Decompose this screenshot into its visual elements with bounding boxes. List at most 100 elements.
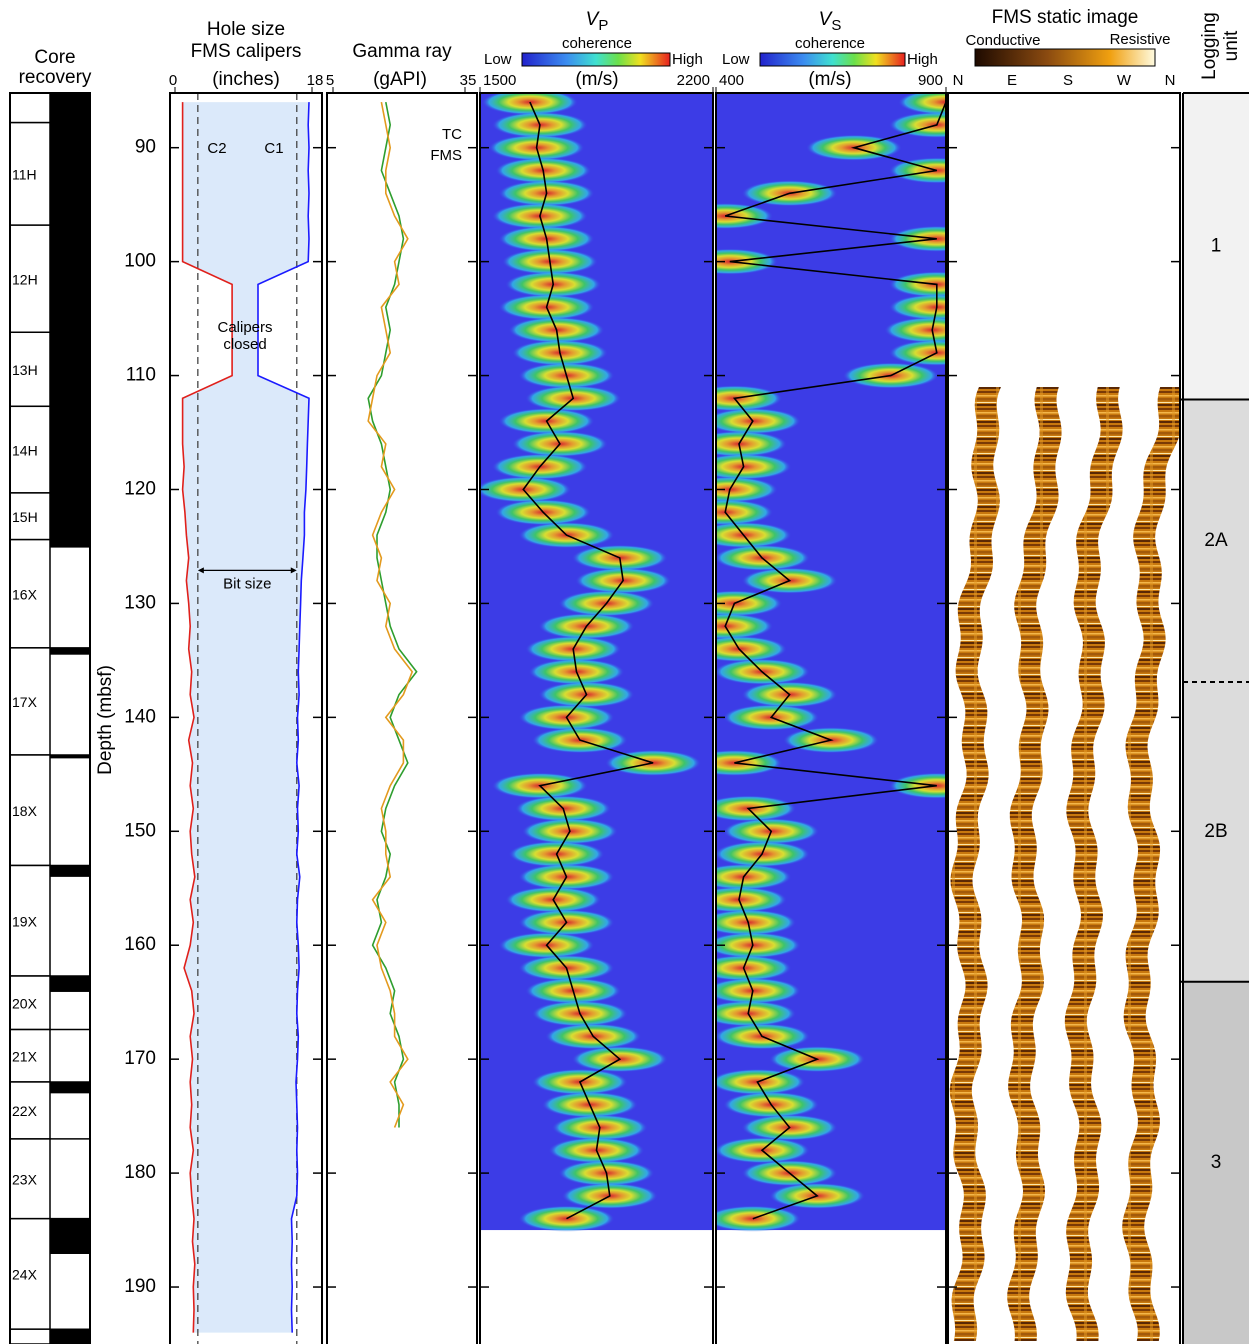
panel-subtitle: unit [1221,30,1242,61]
core-label: 24X [12,1267,38,1283]
x-tick-label: 400 [719,72,744,89]
series-line [368,102,416,1127]
core-label: 19X [12,913,38,929]
y-tick-label: 100 [124,251,156,272]
x-label: (inches) [212,69,280,90]
colorbar [760,53,905,66]
y-tick-label: 110 [126,365,156,386]
recovery [50,225,90,332]
panel-title: Gamma ray [352,41,452,62]
panel-title: recovery [19,67,92,88]
core-box [10,93,50,123]
recovery [50,1082,90,1093]
zone-label: 3 [1211,1152,1222,1173]
series-label: C2 [207,140,226,157]
colorbar-high: High [672,51,703,68]
title-sub: S [831,17,841,34]
x-tick-label: 18 [307,72,324,89]
core-label: 16X [12,586,38,602]
core-label: 23X [12,1171,38,1187]
y-tick-label: 190 [124,1276,156,1297]
recovery [50,93,90,123]
zone-label: 1 [1211,235,1222,256]
core-label: 17X [12,694,38,710]
panel-2 [368,102,416,1127]
image-strip [1122,387,1182,1341]
panel-subtitle: coherence [562,35,632,52]
image-strip [1065,387,1123,1341]
annotation-line: closed [223,336,266,353]
x-label: (gAPI) [373,69,427,90]
colorbar-high: High [907,51,938,68]
panel-frame [327,93,477,1344]
annotation: Calipersclosed [217,319,272,353]
title-sub: P [598,17,608,34]
orientation-label: W [1117,72,1132,89]
colorbar [975,49,1155,66]
figure: Core recovery Hole size FMS calipers (in… [0,0,1249,1344]
core-label: 13H [12,362,38,378]
x-tick-label: 1500 [483,72,516,89]
core-label: 20X [12,995,38,1011]
recovery [50,332,90,406]
core-label: 14H [12,442,38,458]
orientation-label: N [1165,72,1176,89]
y-tick-label: 130 [124,592,156,613]
panel-3 [475,89,713,1232]
colorbar-low: Conductive [965,32,1040,49]
y-tick-label: 180 [124,1162,156,1183]
colorbar-high: Resistive [1110,31,1171,48]
core-label: 15H [12,509,38,525]
y-axis-label: Depth (mbsf) [95,665,116,775]
y-tick-label: 120 [124,479,156,500]
recovery [50,865,90,876]
bit-label: Bit size [223,575,271,592]
recovery [50,540,90,548]
x-label: (m/s) [575,69,618,90]
x-tick-label: 900 [918,72,943,89]
panel-title: Logging [1199,12,1220,80]
panel-title: Core [34,47,75,68]
series-label: C1 [264,140,283,157]
panel-title: VS [819,9,842,34]
image-strip [1007,387,1061,1341]
x-tick-label: 35 [460,72,477,89]
x-tick-label: 5 [326,72,334,89]
panel-subtitle: FMS calipers [191,41,302,62]
image-strip [950,387,1001,1341]
colorbar-low: Low [484,51,512,68]
panel-title: VP [586,9,609,34]
legend-entry: TC [442,126,462,143]
panel-title: FMS static image [992,7,1139,28]
recovery [50,1219,90,1254]
panel-1 [183,93,309,1344]
y-tick-label: 140 [124,706,156,727]
y-tick-label: 150 [124,820,156,841]
y-tick-label: 170 [124,1048,156,1069]
x-label: (m/s) [808,69,851,90]
hole-fill [183,102,309,1332]
core-label: 18X [12,803,38,819]
recovery [50,123,90,226]
orientation-label: S [1063,72,1073,89]
recovery [50,1329,90,1344]
recovery [50,406,90,493]
panel-0: 11H12H13H14H15H16X17X18X19X20X21X22X23X2… [10,93,90,1344]
recovery [50,493,90,540]
recovery [50,976,90,992]
colorbar [522,53,670,66]
y-tick-label: 90 [135,137,156,158]
core-box [10,1329,50,1344]
panel-5 [950,387,1182,1341]
panel-title: Hole size [207,19,285,40]
core-label: 12H [12,271,38,287]
y-tick-label: 160 [124,934,156,955]
orientation-label: N [953,72,964,89]
panel-subtitle: coherence [795,35,865,52]
colorbar-low: Low [722,51,750,68]
annotation-line: Calipers [217,319,272,336]
page: Core recovery Hole size FMS calipers (in… [0,0,1249,1344]
series-line [368,102,412,1127]
orientation-label: E [1007,72,1017,89]
recovery [50,648,90,655]
